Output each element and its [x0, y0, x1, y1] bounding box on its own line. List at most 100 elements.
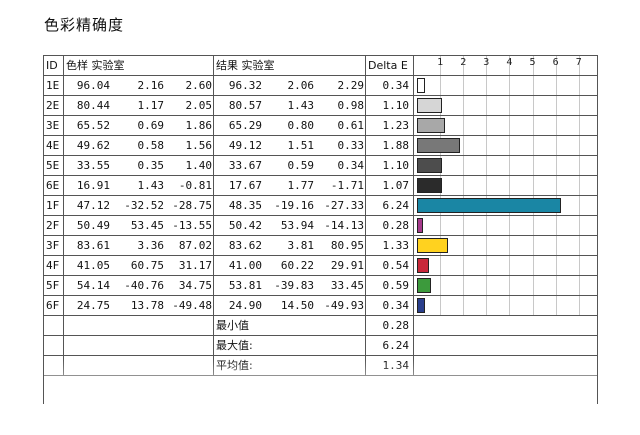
gridline — [486, 236, 488, 255]
gridline — [555, 256, 557, 275]
result-lab-value: 0.59 — [287, 159, 315, 172]
gridline — [532, 56, 534, 75]
result-lab-value: 80.57 — [228, 99, 262, 112]
gridline — [578, 136, 580, 155]
result-lab-cell — [214, 236, 366, 255]
sample-lab-value: 54.14 — [76, 279, 110, 292]
result-lab-value: 50.42 — [228, 219, 262, 232]
sample-lab-cell — [64, 156, 214, 175]
result-lab-value: 80.95 — [330, 239, 364, 252]
result-lab-value: 53.81 — [228, 279, 262, 292]
sample-lab-value: -0.81 — [178, 179, 212, 192]
delta-e-bar-2e — [417, 98, 443, 113]
result-lab-cell — [214, 96, 366, 115]
gridline — [463, 136, 465, 155]
gridline — [532, 216, 534, 235]
sample-lab-value: 1.86 — [185, 119, 213, 132]
row-id: 1F — [44, 196, 64, 215]
gridline — [463, 176, 465, 195]
table-row: 2E 80.44 1.17 2.05 80.57 1.43 0.98 1.10 — [44, 96, 597, 116]
result-lab-value: 83.62 — [228, 239, 262, 252]
row-id: 3E — [44, 116, 64, 135]
gridline — [578, 76, 580, 95]
result-lab-value: 96.32 — [228, 79, 262, 92]
sample-lab-value: 0.35 — [137, 159, 165, 172]
gridline — [532, 76, 534, 95]
result-lab-cell — [214, 76, 366, 95]
gridline — [509, 56, 511, 75]
sample-lab-cell — [64, 196, 214, 215]
gridline — [463, 296, 465, 315]
result-lab-value: -1.71 — [330, 179, 364, 192]
result-lab-value: 0.34 — [337, 159, 365, 172]
gridline — [440, 296, 442, 315]
delta-e-value: 0.28 — [366, 216, 414, 235]
gridline — [440, 76, 442, 95]
sample-lab-value: 96.04 — [76, 79, 110, 92]
gridline — [578, 56, 580, 75]
delta-e-value: 0.34 — [366, 296, 414, 315]
gridline — [578, 256, 580, 275]
sample-lab-value: 49.62 — [76, 139, 110, 152]
bar-cell — [414, 196, 597, 215]
column-header-id: ID — [44, 56, 64, 75]
gridline — [509, 76, 511, 95]
sample-lab-value: -13.55 — [172, 219, 212, 232]
delta-e-bar-6f — [417, 298, 425, 313]
sample-lab-value: 65.52 — [76, 119, 110, 132]
summary-empty-sample — [64, 316, 214, 335]
summary-row: 最大值: 6.24 — [44, 336, 597, 356]
sample-lab-value: -40.76 — [124, 279, 164, 292]
gridline — [555, 296, 557, 315]
gridline — [532, 236, 534, 255]
gridline — [555, 276, 557, 295]
gridline — [486, 156, 488, 175]
delta-e-bar-2f — [417, 218, 424, 233]
bar-cell — [414, 136, 597, 155]
gridline — [532, 296, 534, 315]
table-row: 3F 83.61 3.36 87.02 83.62 3.81 80.95 1.33 — [44, 236, 597, 256]
result-lab-value: 41.00 — [228, 259, 262, 272]
result-lab-cell — [214, 156, 366, 175]
gridline — [555, 116, 557, 135]
gridline — [532, 96, 534, 115]
gridline — [509, 116, 511, 135]
sample-lab-cell — [64, 236, 214, 255]
delta-e-axis: 1 2 3 4 5 6 7 — [414, 56, 597, 75]
color-accuracy-table: ID 色样 实验室 结果 实验室 Delta E 1 2 3 4 5 6 7 1E 96.04… — [43, 55, 598, 404]
sample-lab-value: -32.52 — [124, 199, 164, 212]
sample-lab-cell — [64, 76, 214, 95]
gridline — [486, 256, 488, 275]
bar-cell — [414, 296, 597, 315]
result-lab-value: 1.51 — [287, 139, 315, 152]
gridline — [555, 236, 557, 255]
gridline — [532, 116, 534, 135]
table-row: 6F 24.75 13.78 -49.48 24.90 14.50 -49.93 0.34 — [44, 296, 597, 316]
gridline — [532, 256, 534, 275]
gridline — [486, 96, 488, 115]
delta-e-value: 1.23 — [366, 116, 414, 135]
gridline — [555, 96, 557, 115]
result-lab-value: 24.90 — [228, 299, 262, 312]
result-lab-value: -49.93 — [324, 299, 364, 312]
sample-lab-value: 83.61 — [76, 239, 110, 252]
sample-lab-value: 80.44 — [76, 99, 110, 112]
result-lab-cell — [214, 296, 366, 315]
gridline — [463, 56, 465, 75]
result-lab-value: 1.77 — [287, 179, 315, 192]
row-id: 3F — [44, 236, 64, 255]
table-row: 5E 33.55 0.35 1.40 33.67 0.59 0.34 1.10 — [44, 156, 597, 176]
gridline — [486, 76, 488, 95]
result-lab-cell — [214, 196, 366, 215]
result-lab-cell — [214, 116, 366, 135]
axis-tick-label: 4 — [506, 57, 513, 68]
bar-cell — [414, 76, 597, 95]
delta-e-value: 1.07 — [366, 176, 414, 195]
gridline — [463, 276, 465, 295]
row-id: 6F — [44, 296, 64, 315]
axis-tick-label: 1 — [437, 57, 444, 68]
bar-cell — [414, 156, 597, 175]
sample-lab-value: 47.12 — [76, 199, 110, 212]
gridline — [509, 96, 511, 115]
delta-e-bar-4e — [417, 138, 461, 153]
